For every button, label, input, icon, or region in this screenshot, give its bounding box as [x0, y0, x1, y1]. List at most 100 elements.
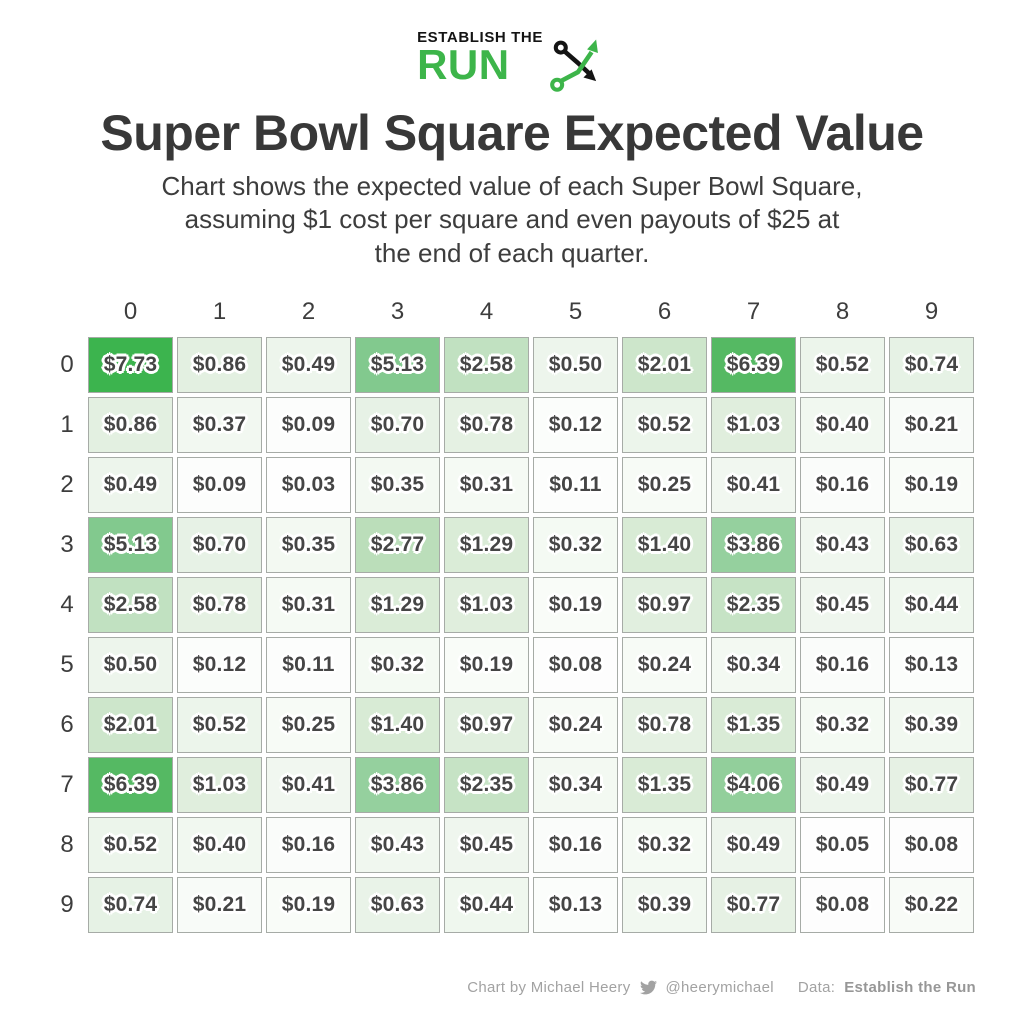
twitter-handle: @heerymichael	[665, 979, 774, 996]
heatmap-cell-9-8: $0.08	[800, 876, 885, 933]
page-subtitle: Chart shows the expected value of each S…	[0, 170, 1024, 271]
heatmap-cell-6-0: $2.01	[88, 696, 173, 753]
heatmap-cell-7-3: $3.86	[355, 756, 440, 813]
row-header-6: 6	[60, 710, 74, 738]
heatmap-cell-0-8: $0.52	[800, 336, 885, 393]
row-header-2: 2	[60, 470, 74, 498]
heatmap-cell-5-0: $0.50	[88, 636, 173, 693]
heatmap-cell-3-2: $0.35	[266, 516, 351, 573]
heatmap-cell-3-1: $0.70	[177, 516, 262, 573]
heatmap-cell-2-2: $0.03	[266, 456, 351, 513]
heatmap-cell-4-4: $1.03	[444, 576, 529, 633]
subtitle-line-1: Chart shows the expected value of each S…	[161, 170, 863, 201]
data-label: Data:	[797, 979, 836, 996]
col-header-0: 0	[123, 297, 138, 325]
heatmap-cell-9-0: $0.74	[88, 876, 173, 933]
heatmap-cell-5-7: $0.34	[711, 636, 796, 693]
heatmap-cell-5-2: $0.11	[266, 636, 351, 693]
heatmap-cell-7-9: $0.77	[889, 756, 974, 813]
heatmap-cell-2-0: $0.49	[88, 456, 173, 513]
heatmap-cell-1-4: $0.78	[444, 396, 529, 453]
heatmap-cell-3-9: $0.63	[889, 516, 974, 573]
heatmap-cell-8-1: $0.40	[177, 816, 262, 873]
heatmap-cell-4-9: $0.44	[889, 576, 974, 633]
heatmap-cell-5-8: $0.16	[800, 636, 885, 693]
heatmap-cell-8-0: $0.52	[88, 816, 173, 873]
col-header-9: 9	[924, 297, 939, 325]
page-title: Super Bowl Square Expected Value	[100, 105, 924, 161]
heatmap-cell-6-7: $1.35	[711, 696, 796, 753]
heatmap-cell-4-2: $0.31	[266, 576, 351, 633]
heatmap-cell-5-5: $0.08	[533, 636, 618, 693]
col-header-4: 4	[479, 297, 494, 325]
heatmap-cell-6-1: $0.52	[177, 696, 262, 753]
logo-main-text: RUN	[417, 41, 510, 88]
heatmap-cell-0-1: $0.86	[177, 336, 262, 393]
heatmap-cell-9-7: $0.77	[711, 876, 796, 933]
row-header-4: 4	[60, 590, 74, 618]
row-header-7: 7	[60, 770, 74, 798]
subtitle-line-3: the end of each quarter.	[374, 238, 650, 269]
heatmap-cell-3-0: $5.13	[88, 516, 173, 573]
heatmap-cell-2-4: $0.31	[444, 456, 529, 513]
heatmap-cell-9-4: $0.44	[444, 876, 529, 933]
heatmap-cell-1-2: $0.09	[266, 396, 351, 453]
col-header-1: 1	[212, 297, 227, 325]
heatmap-cell-2-1: $0.09	[177, 456, 262, 513]
heatmap-cell-6-3: $1.40	[355, 696, 440, 753]
heatmap-cell-4-8: $0.45	[800, 576, 885, 633]
heatmap-cell-5-3: $0.32	[355, 636, 440, 693]
logo-text: ESTABLISH THE RUN	[417, 30, 543, 85]
subtitle-line-2: assuming $1 cost per square and even pay…	[184, 204, 840, 235]
heatmap-cell-7-0: $6.39	[88, 756, 173, 813]
row-header-5: 5	[60, 650, 74, 678]
heatmap-cell-1-9: $0.21	[889, 396, 974, 453]
heatmap-cell-9-3: $0.63	[355, 876, 440, 933]
heatmap-cell-1-8: $0.40	[800, 396, 885, 453]
heatmap-cell-6-8: $0.32	[800, 696, 885, 753]
heatmap-cell-2-8: $0.16	[800, 456, 885, 513]
heatmap-cell-6-4: $0.97	[444, 696, 529, 753]
heatmap-cell-8-2: $0.16	[266, 816, 351, 873]
heatmap-cell-6-5: $0.24	[533, 696, 618, 753]
heatmap-cell-4-5: $0.19	[533, 576, 618, 633]
heatmap-cell-8-8: $0.05	[800, 816, 885, 873]
data-source: Establish the Run	[844, 979, 976, 996]
heatmap-cell-6-2: $0.25	[266, 696, 351, 753]
heatmap-cell-1-7: $1.03	[711, 396, 796, 453]
heatmap-cell-3-6: $1.40	[622, 516, 707, 573]
heatmap-cell-5-1: $0.12	[177, 636, 262, 693]
heatmap-grid: 0 1 2 3 4 5 6 7 8 9 0 $7.73 $0.86 $0.49 $5.13 $2.58 $0.5…	[0, 291, 1024, 933]
heatmap-cell-8-4: $0.45	[444, 816, 529, 873]
footer-credits: Chart by Michael Heery @heerymichael Dat…	[467, 979, 976, 996]
heatmap-cell-0-0: $7.73	[88, 336, 173, 393]
heatmap-cell-8-3: $0.43	[355, 816, 440, 873]
heatmap-cell-7-8: $0.49	[800, 756, 885, 813]
row-header-9: 9	[60, 890, 74, 918]
heatmap-cell-3-8: $0.43	[800, 516, 885, 573]
heatmap-cell-2-5: $0.11	[533, 456, 618, 513]
grid-corner	[50, 291, 84, 333]
col-header-8: 8	[835, 297, 850, 325]
heatmap-cell-3-7: $3.86	[711, 516, 796, 573]
play-route-icon	[549, 34, 607, 97]
heatmap-cell-1-6: $0.52	[622, 396, 707, 453]
heatmap-cell-0-6: $2.01	[622, 336, 707, 393]
heatmap-cell-3-3: $2.77	[355, 516, 440, 573]
col-header-2: 2	[301, 297, 316, 325]
twitter-bird-icon	[639, 979, 657, 996]
heatmap-cell-3-4: $1.29	[444, 516, 529, 573]
heatmap-cell-2-9: $0.19	[889, 456, 974, 513]
heatmap-cell-5-6: $0.24	[622, 636, 707, 693]
row-header-1: 1	[60, 410, 74, 438]
heatmap-cell-8-9: $0.08	[889, 816, 974, 873]
col-header-6: 6	[657, 297, 672, 325]
heatmap-cell-8-5: $0.16	[533, 816, 618, 873]
heatmap-cell-7-1: $1.03	[177, 756, 262, 813]
heatmap-cell-4-1: $0.78	[177, 576, 262, 633]
heatmap-cell-0-7: $6.39	[711, 336, 796, 393]
row-header-8: 8	[60, 830, 74, 858]
heatmap-cell-3-5: $0.32	[533, 516, 618, 573]
heatmap-cell-2-6: $0.25	[622, 456, 707, 513]
heatmap-cell-9-1: $0.21	[177, 876, 262, 933]
